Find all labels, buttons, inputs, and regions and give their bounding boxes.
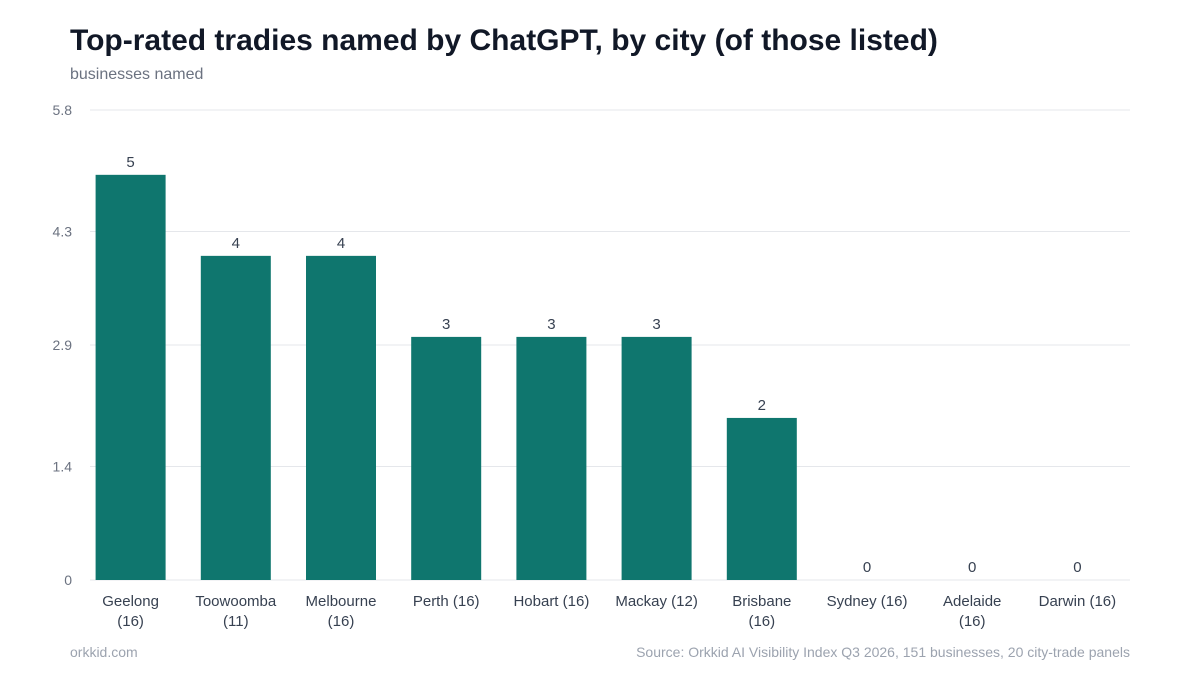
x-tick-label: Melbourne bbox=[306, 593, 377, 610]
x-tick-label: Toowoomba bbox=[195, 593, 277, 610]
bar[interactable] bbox=[95, 174, 166, 581]
bar-value-label: 3 bbox=[442, 316, 450, 333]
bar[interactable] bbox=[306, 255, 376, 581]
x-tick-label: (11) bbox=[223, 613, 249, 630]
x-tick-label: Sydney (16) bbox=[827, 593, 908, 610]
brand-footer[interactable]: orkkid.com bbox=[70, 644, 138, 660]
y-tick-label: 4.3 bbox=[53, 224, 73, 240]
x-tick-label: (16) bbox=[328, 613, 355, 630]
x-tick-label: (16) bbox=[748, 613, 775, 630]
bar-value-label: 3 bbox=[547, 316, 555, 333]
x-tick-label: (16) bbox=[959, 613, 986, 630]
source-note: Source: Orkkid AI Visibility Index Q3 20… bbox=[636, 644, 1130, 660]
x-tick-label: Adelaide bbox=[943, 593, 1001, 610]
bar[interactable] bbox=[726, 417, 797, 580]
bar[interactable] bbox=[516, 336, 587, 580]
bar[interactable] bbox=[411, 336, 482, 580]
x-tick-label: Darwin (16) bbox=[1039, 593, 1117, 610]
x-tick-label: Mackay (12) bbox=[615, 593, 698, 610]
y-axis-label: businesses named bbox=[70, 66, 204, 83]
x-tick-label: (16) bbox=[117, 613, 144, 630]
x-tick-label: Geelong bbox=[102, 593, 159, 610]
bar-value-label: 4 bbox=[337, 235, 345, 252]
bar-value-label: 5 bbox=[126, 154, 134, 171]
x-tick-label: Perth (16) bbox=[413, 593, 480, 610]
bar[interactable] bbox=[200, 255, 271, 581]
bar-value-label: 2 bbox=[758, 397, 766, 414]
x-tick-label: Hobart (16) bbox=[513, 593, 589, 610]
chart-title: Top-rated tradies named by ChatGPT, by c… bbox=[70, 24, 938, 57]
bar[interactable] bbox=[621, 336, 692, 580]
bar-value-label: 0 bbox=[968, 559, 976, 576]
y-tick-label: 1.4 bbox=[53, 459, 73, 475]
bar-value-label: 0 bbox=[863, 559, 871, 576]
y-tick-label: 2.9 bbox=[53, 337, 73, 353]
y-tick-label: 0 bbox=[64, 572, 72, 588]
bar-value-label: 3 bbox=[652, 316, 660, 333]
bar-value-label: 0 bbox=[1073, 559, 1081, 576]
y-tick-label: 5.8 bbox=[53, 102, 73, 118]
bar-value-label: 4 bbox=[232, 235, 240, 252]
x-tick-label: Brisbane bbox=[732, 593, 791, 610]
